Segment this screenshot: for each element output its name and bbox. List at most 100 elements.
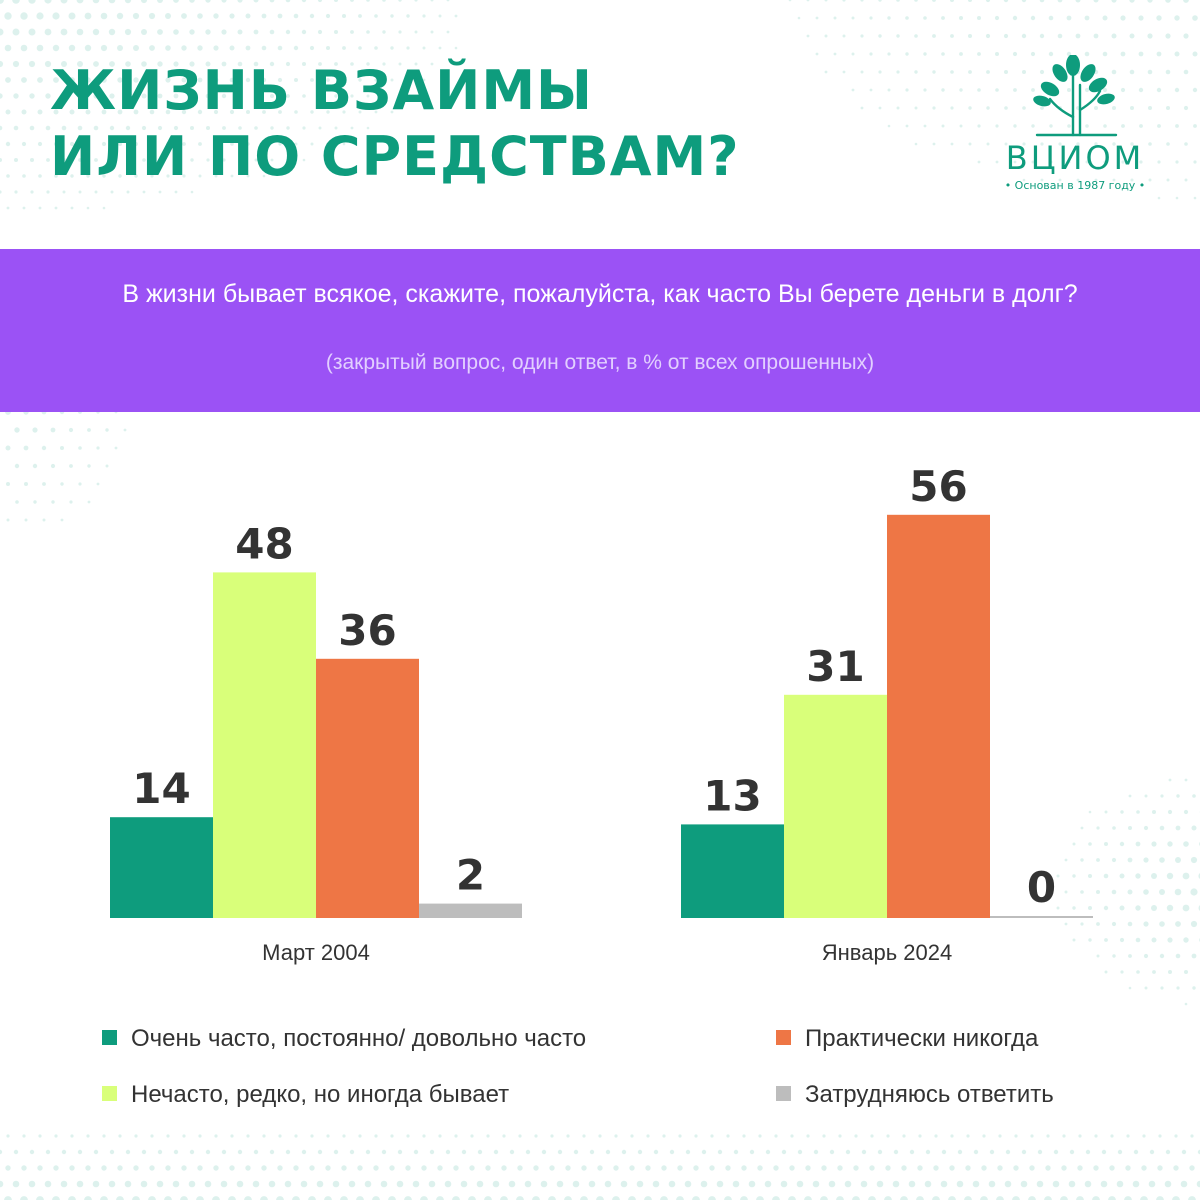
background-dot: [174, 158, 178, 162]
background-dot: [445, 1149, 451, 1155]
background-dot: [148, 12, 156, 20]
background-dot: [326, 110, 330, 114]
background-dot: [50, 427, 56, 433]
background-dot: [1102, 87, 1108, 93]
background-dot: [86, 1134, 90, 1138]
background-dot: [366, 94, 370, 98]
background-dot: [1049, 124, 1053, 128]
background-dot: [93, 1149, 99, 1155]
background-dot: [422, 78, 426, 82]
background-dot: [0, 158, 2, 162]
background-dot: [36, 12, 44, 20]
background-dot: [28, 1180, 36, 1188]
background-dot: [1112, 826, 1116, 830]
background-dot: [1127, 889, 1133, 895]
background-dot: [844, 1180, 852, 1188]
background-dot: [388, 1196, 396, 1200]
background-dot: [653, 1149, 659, 1155]
background-dot: [205, 29, 211, 35]
background-dot: [269, 1149, 275, 1155]
background-dot: [382, 62, 386, 66]
background-dot: [13, 93, 19, 99]
background-dot: [342, 110, 346, 114]
background-dot: [556, 1180, 564, 1188]
survey-note: (закрытый вопрос, один ответ, в % от все…: [325, 351, 875, 374]
background-dot: [821, 1165, 827, 1171]
background-dot: [669, 1149, 675, 1155]
background-dot: [372, 1196, 380, 1200]
background-dot: [77, 61, 83, 67]
background-dot: [1004, 1180, 1012, 1188]
background-dot: [869, 52, 873, 56]
background-dot: [833, 52, 837, 56]
background-dot: [309, 1165, 315, 1171]
background-dot: [1012, 1196, 1020, 1200]
background-dot: [815, 16, 819, 20]
background-dot: [246, 110, 250, 114]
background-dot: [1068, 1180, 1076, 1188]
background-dot: [325, 13, 331, 19]
background-dot: [548, 1196, 556, 1200]
background-dot: [1182, 872, 1190, 880]
background-dot: [1165, 1149, 1171, 1155]
background-dot: [1029, 1165, 1035, 1171]
legend-swatch-icon: [102, 1030, 117, 1046]
background-dot: [876, 1180, 884, 1188]
background-dot: [324, 1196, 332, 1200]
background-dot: [133, 77, 139, 83]
background-dot: [1080, 890, 1084, 894]
background-dot: [932, 1196, 940, 1200]
background-dot: [125, 93, 131, 99]
background-dot: [1135, 937, 1141, 943]
background-dot: [851, 52, 855, 56]
background-dot: [109, 93, 115, 99]
question-banner: В жизни бывает всякое, скажите, пожалуйс…: [0, 249, 1200, 412]
background-dot: [820, 1196, 828, 1200]
background-dot: [1174, 15, 1180, 21]
background-dot: [1174, 888, 1182, 896]
background-dot: [1031, 124, 1035, 128]
background-dot: [833, 16, 837, 20]
background-dot: [78, 190, 82, 194]
background-dot: [334, 0, 338, 2]
legend-label: Практически никогда: [805, 1025, 1039, 1052]
background-dot: [157, 125, 163, 131]
background-dot: [851, 16, 855, 20]
background-dot: [212, 1196, 220, 1200]
background-dot: [12, 28, 20, 36]
background-dot: [977, 124, 981, 128]
background-dot: [133, 1165, 139, 1171]
background-dot: [213, 1165, 219, 1171]
background-dot: [430, 62, 434, 66]
background-dot: [995, 160, 999, 164]
legend-label: Нечасто, редко, но иногда бывает: [131, 1081, 510, 1108]
background-dot: [28, 28, 36, 36]
background-dot: [29, 1149, 35, 1155]
data-label: 0: [1027, 863, 1056, 912]
background-dot: [959, 16, 963, 20]
background-dot: [87, 428, 91, 432]
background-dot: [637, 1149, 643, 1155]
background-dot: [934, 1134, 938, 1138]
background-dot: [181, 45, 187, 51]
background-dot: [1156, 15, 1162, 21]
background-dot: [62, 158, 66, 162]
background-dot: [1190, 888, 1198, 896]
background-dot: [190, 158, 194, 162]
background-dot: [956, 1180, 964, 1188]
background-dot: [70, 174, 74, 178]
background-dot: [1102, 15, 1108, 21]
background-dot: [14, 158, 18, 162]
background-dot: [1130, 142, 1134, 146]
background-dot: [1140, 1196, 1148, 1200]
background-dot: [117, 109, 123, 115]
background-dot: [302, 158, 306, 162]
background-dot: [54, 1134, 58, 1138]
background-dot: [477, 1149, 483, 1155]
background-dot: [621, 1149, 627, 1155]
background-dot: [1158, 1134, 1162, 1138]
background-dot: [1192, 986, 1196, 990]
background-dot: [221, 29, 227, 35]
background-dot: [700, 1180, 708, 1188]
survey-question: В жизни бывает всякое, скажите, пожалуйс…: [122, 280, 1078, 308]
